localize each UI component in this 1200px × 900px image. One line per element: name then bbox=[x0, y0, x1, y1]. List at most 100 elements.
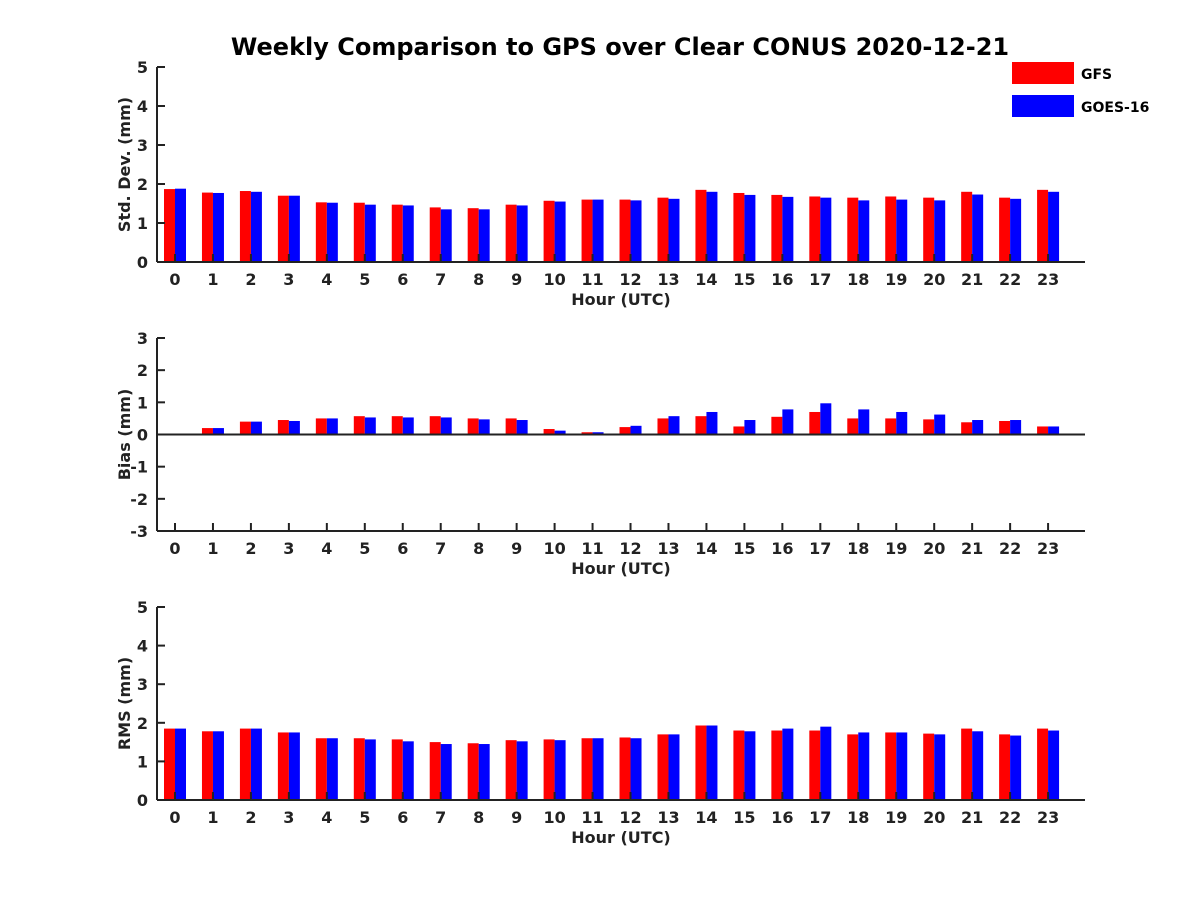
bar-goes16-19 bbox=[896, 199, 908, 262]
x-tick-label: 8 bbox=[473, 539, 484, 558]
bar-goes16-21 bbox=[972, 194, 984, 262]
bar-goes16-10 bbox=[554, 740, 566, 800]
bar-goes16-2 bbox=[250, 191, 262, 262]
y-tick-label: 5 bbox=[137, 598, 148, 617]
x-tick-label: 4 bbox=[321, 808, 332, 827]
bar-gfs-7 bbox=[429, 416, 441, 435]
y-tick-label: 1 bbox=[137, 752, 148, 771]
x-tick-label: 11 bbox=[581, 539, 603, 558]
legend-label-goes16: GOES-16 bbox=[1081, 100, 1149, 116]
bar-gfs-15 bbox=[733, 192, 745, 262]
x-tick-label: 2 bbox=[245, 808, 256, 827]
y-tick-label: 0 bbox=[137, 426, 148, 445]
x-tick-label: 17 bbox=[809, 539, 831, 558]
bar-gfs-9 bbox=[505, 418, 517, 435]
bar-goes16-7 bbox=[440, 744, 452, 800]
bar-goes16-21 bbox=[972, 731, 984, 800]
bar-gfs-8 bbox=[467, 743, 479, 800]
bar-gfs-17 bbox=[809, 196, 821, 262]
x-tick-label: 22 bbox=[999, 539, 1021, 558]
bar-gfs-4 bbox=[315, 202, 327, 262]
bar-goes16-16 bbox=[782, 728, 794, 800]
bar-gfs-19 bbox=[885, 418, 897, 435]
y-tick-label: 3 bbox=[137, 329, 148, 348]
bar-goes16-23 bbox=[1048, 730, 1060, 800]
x-tick-label: 6 bbox=[397, 808, 408, 827]
x-tick-label: 2 bbox=[245, 270, 256, 289]
x-tick-label: 14 bbox=[695, 270, 717, 289]
bar-gfs-7 bbox=[429, 742, 441, 800]
y-tick-label: 3 bbox=[137, 675, 148, 694]
bar-gfs-11 bbox=[581, 738, 593, 800]
bar-goes16-8 bbox=[478, 209, 490, 262]
x-tick-label: 6 bbox=[397, 539, 408, 558]
x-tick-label: 4 bbox=[321, 539, 332, 558]
x-tick-label: 0 bbox=[169, 808, 180, 827]
y-tick-label: 0 bbox=[137, 253, 148, 272]
y-tick-label: 5 bbox=[137, 58, 148, 77]
x-tick-label: 9 bbox=[511, 270, 522, 289]
x-tick-label: 7 bbox=[435, 808, 446, 827]
legend-swatch-gfs bbox=[1012, 62, 1074, 84]
x-tick-label: 19 bbox=[885, 539, 907, 558]
bar-goes16-8 bbox=[478, 744, 490, 800]
bar-goes16-20 bbox=[934, 414, 946, 435]
bar-goes16-15 bbox=[744, 194, 756, 262]
bar-gfs-18 bbox=[847, 734, 859, 800]
x-tick-label: 3 bbox=[283, 270, 294, 289]
bar-goes16-10 bbox=[554, 201, 566, 262]
bar-gfs-1 bbox=[201, 192, 213, 262]
bar-goes16-13 bbox=[668, 198, 680, 262]
bar-gfs-0 bbox=[164, 189, 175, 262]
x-tick-label: 9 bbox=[511, 539, 522, 558]
bar-gfs-17 bbox=[809, 730, 821, 800]
bar-gfs-14 bbox=[695, 725, 707, 800]
x-tick-label: 5 bbox=[359, 539, 370, 558]
x-tick-label: 22 bbox=[999, 808, 1021, 827]
bar-gfs-16 bbox=[771, 416, 783, 435]
x-tick-label: 21 bbox=[961, 270, 983, 289]
y-tick-label: 0 bbox=[137, 791, 148, 810]
bar-goes16-5 bbox=[364, 204, 376, 262]
bar-goes16-20 bbox=[934, 734, 946, 800]
bar-gfs-16 bbox=[771, 730, 783, 800]
chart-title: Weekly Comparison to GPS over Clear CONU… bbox=[231, 33, 1009, 61]
bar-gfs-22 bbox=[999, 420, 1011, 435]
x-tick-label: 10 bbox=[543, 270, 565, 289]
x-tick-label: 19 bbox=[885, 808, 907, 827]
y-tick-label: 2 bbox=[137, 714, 148, 733]
bar-goes16-20 bbox=[934, 200, 946, 262]
bar-gfs-8 bbox=[467, 418, 479, 435]
bar-gfs-21 bbox=[961, 422, 973, 435]
bar-gfs-19 bbox=[885, 732, 897, 800]
bar-gfs-15 bbox=[733, 426, 745, 435]
x-tick-label: 13 bbox=[657, 539, 679, 558]
bar-gfs-13 bbox=[657, 734, 669, 800]
bar-gfs-23 bbox=[1037, 426, 1049, 435]
x-tick-label: 9 bbox=[511, 808, 522, 827]
x-tick-label: 19 bbox=[885, 270, 907, 289]
x-tick-label: 11 bbox=[581, 270, 603, 289]
x-tick-label: 20 bbox=[923, 270, 945, 289]
bar-gfs-6 bbox=[391, 739, 403, 800]
x-tick-label: 16 bbox=[771, 270, 793, 289]
bar-goes16-17 bbox=[820, 197, 832, 262]
bar-gfs-3 bbox=[277, 732, 289, 800]
bar-goes16-14 bbox=[706, 191, 718, 262]
bar-gfs-18 bbox=[847, 418, 859, 435]
bar-gfs-17 bbox=[809, 411, 821, 435]
legend-label-gfs: GFS bbox=[1081, 67, 1112, 83]
x-tick-label: 1 bbox=[207, 808, 218, 827]
bar-goes16-13 bbox=[668, 734, 680, 800]
x-tick-label: 20 bbox=[923, 808, 945, 827]
x-axis-label: Hour (UTC) bbox=[571, 828, 671, 847]
bar-gfs-9 bbox=[505, 740, 517, 800]
bar-goes16-16 bbox=[782, 196, 794, 262]
bar-gfs-7 bbox=[429, 207, 441, 262]
bar-gfs-16 bbox=[771, 194, 783, 262]
x-tick-label: 5 bbox=[359, 808, 370, 827]
